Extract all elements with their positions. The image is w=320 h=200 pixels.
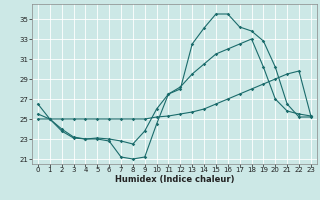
X-axis label: Humidex (Indice chaleur): Humidex (Indice chaleur) <box>115 175 234 184</box>
